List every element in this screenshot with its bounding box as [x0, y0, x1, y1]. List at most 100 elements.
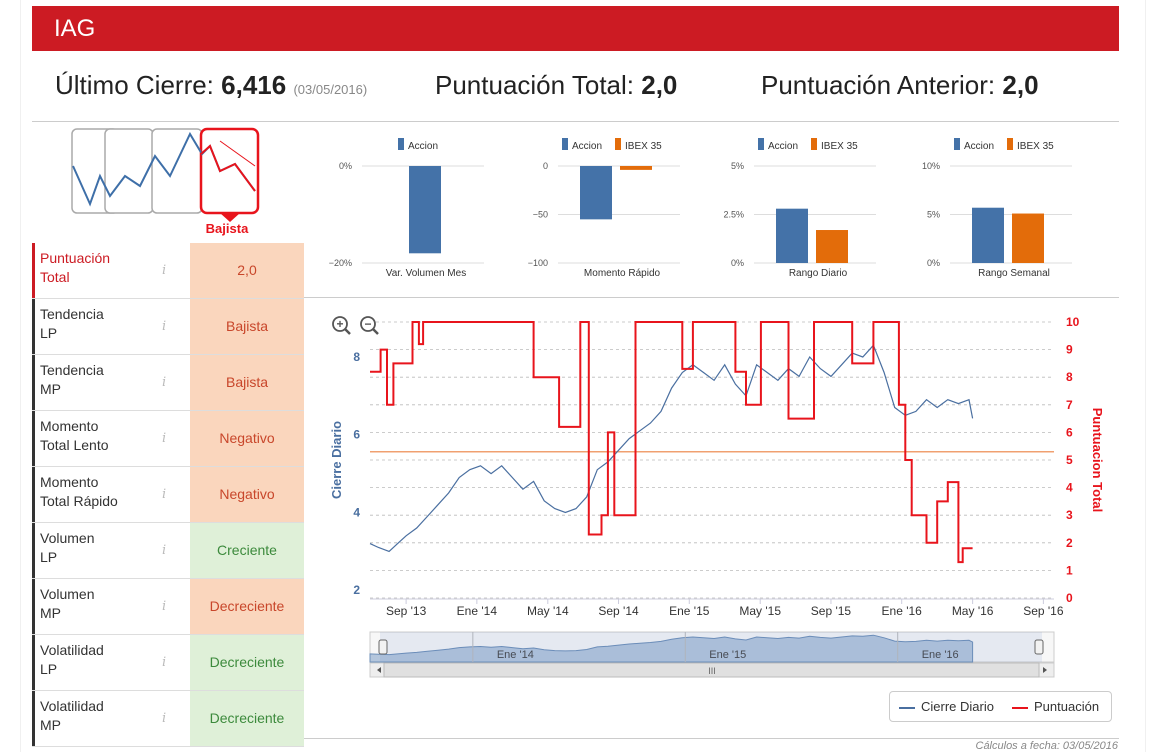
criteria-label-line1: Puntuación: [40, 250, 111, 266]
tick-label: 5%: [927, 210, 940, 220]
close-series-line[interactable]: [369, 344, 974, 553]
criteria-value: Decreciente: [190, 579, 304, 634]
criteria-value: Creciente: [190, 523, 304, 578]
criteria-row: Volatilidad MP i Decreciente: [32, 691, 304, 747]
legend-label[interactable]: Accion: [768, 141, 798, 152]
y2-tick-label: 10: [1066, 315, 1080, 329]
y2-tick-label: 8: [1066, 370, 1073, 384]
info-icon[interactable]: i: [162, 487, 167, 502]
criteria-label-line2: LP: [40, 325, 58, 341]
navigator-label: Ene '16: [922, 649, 959, 661]
legend-label[interactable]: IBEX 35: [625, 141, 662, 152]
criteria-value: Negativo: [190, 411, 304, 466]
criteria-label: Momento Total Rápido: [32, 467, 190, 522]
criteria-label-line1: Momento: [40, 474, 99, 490]
legend-swatch-close: [899, 707, 915, 709]
bar[interactable]: [776, 208, 808, 263]
x-tick-label: Sep '16: [1023, 604, 1064, 618]
mini-chart-title: Var. Volumen Mes: [386, 268, 466, 279]
criteria-label-line2: MP: [40, 717, 61, 733]
mini-chart-title: Rango Semanal: [978, 268, 1050, 279]
criteria-label-line1: Volumen: [40, 530, 95, 546]
score-series-line[interactable]: [370, 321, 973, 564]
criteria-row: Puntuación Total i 2,0: [32, 243, 304, 299]
mini-chart-title: Momento Rápido: [584, 268, 661, 279]
prev-score-value: 2,0: [1002, 70, 1039, 100]
x-tick-label: Sep '15: [811, 604, 852, 618]
legend-label[interactable]: Accion: [408, 141, 438, 152]
criteria-label-line1: Tendencia: [40, 362, 104, 378]
criteria-row: Momento Total Lento i Negativo: [32, 411, 304, 467]
tick-label: 0%: [731, 258, 744, 268]
navigator-mask: [380, 632, 1042, 662]
tick-label: 2.5%: [723, 210, 744, 220]
y2-tick-label: 3: [1066, 508, 1073, 522]
bar[interactable]: [1012, 213, 1044, 263]
scroll-left-icon: [377, 667, 381, 673]
y-tick-label: 6: [353, 428, 360, 442]
legend-item-close[interactable]: Cierre Diario: [921, 699, 994, 714]
navigator[interactable]: Ene '14 Ene '15 Ene '16 III: [369, 631, 1055, 678]
navigator-label: Ene '15: [709, 649, 746, 661]
bar[interactable]: [816, 230, 848, 263]
price-score-chart[interactable]: 0 1 2 3 4 5 6 7 8 9 10 2 4 6 8 Sep '13 Ene '14 May '14 Sep…: [304, 298, 1119, 738]
zoom-out-icon[interactable]: −: [360, 316, 379, 335]
total-score: Puntuación Total: 2,0: [435, 70, 677, 101]
criteria-label-line2: Total Rápido: [40, 493, 118, 509]
y2-tick-label: 0: [1066, 591, 1073, 605]
legend-swatch-score: [1012, 707, 1028, 709]
criteria-label: Volumen MP: [32, 579, 190, 634]
total-score-value: 2,0: [641, 70, 678, 100]
zoom-lens: [360, 316, 376, 332]
prev-score: Puntuación Anterior: 2,0: [761, 70, 1039, 101]
info-icon[interactable]: i: [162, 543, 167, 558]
zoom-glyph: +: [336, 317, 343, 331]
y2-tick-label: 6: [1066, 425, 1073, 439]
info-icon[interactable]: i: [162, 711, 167, 726]
legend-item-score[interactable]: Puntuación: [1034, 699, 1100, 714]
tick-label: 0%: [927, 258, 940, 268]
criteria-label: Puntuación Total: [32, 243, 190, 298]
y2-tick-label: 5: [1066, 453, 1073, 467]
info-icon[interactable]: i: [162, 599, 167, 614]
info-icon[interactable]: i: [162, 375, 167, 390]
mini-chart: Accion IBEX 35 0 −50 −100 Momento Rápido: [528, 138, 680, 279]
zoom-in-icon[interactable]: +: [332, 316, 351, 335]
criteria-label-line2: MP: [40, 605, 61, 621]
last-close-value: 6,416: [221, 70, 287, 100]
navigator-area: [369, 634, 974, 663]
trend-label: Bajista: [206, 221, 249, 236]
criteria-value: Decreciente: [190, 635, 304, 690]
x-tick-label: Ene '16: [882, 604, 923, 618]
info-icon[interactable]: i: [162, 655, 167, 670]
zoom-glyph: −: [364, 317, 371, 331]
mini-chart: Accion IBEX 35 5% 2.5% 0% Rango Diario: [723, 138, 876, 279]
info-icon[interactable]: i: [162, 431, 167, 446]
criteria-row: Momento Total Rápido i Negativo: [32, 467, 304, 523]
legend-swatch: [954, 138, 960, 150]
x-tick-label: Ene '14: [457, 604, 498, 618]
tick-label: −50: [533, 210, 548, 220]
y-axis-title: Cierre Diario: [329, 421, 344, 499]
criteria-value: Decreciente: [190, 691, 304, 746]
mini-chart: Accion IBEX 35 10% 5% 0% Rango Semanal: [922, 138, 1072, 279]
criteria-label-line1: Volatilidad: [40, 642, 104, 658]
criteria-label: Volatilidad MP: [32, 691, 190, 746]
legend-label[interactable]: Accion: [572, 141, 602, 152]
bar[interactable]: [580, 166, 612, 220]
criteria-label-line2: LP: [40, 549, 58, 565]
mini-chart-title: Rango Diario: [789, 268, 848, 279]
x-tick-label: Sep '14: [598, 604, 639, 618]
bar[interactable]: [409, 166, 441, 254]
scrollbar-grip: III: [708, 666, 716, 676]
legend-label[interactable]: Accion: [964, 141, 994, 152]
info-icon[interactable]: i: [162, 263, 167, 278]
criteria-label: Volumen LP: [32, 523, 190, 578]
criteria-row: Volumen MP i Decreciente: [32, 579, 304, 635]
criteria-table: Puntuación Total i 2,0 Tendencia LP i Bajista Te…: [32, 243, 304, 747]
info-icon[interactable]: i: [162, 319, 167, 334]
legend-label[interactable]: IBEX 35: [1017, 141, 1054, 152]
bar[interactable]: [620, 166, 652, 170]
bar[interactable]: [972, 207, 1004, 263]
legend-label[interactable]: IBEX 35: [821, 141, 858, 152]
